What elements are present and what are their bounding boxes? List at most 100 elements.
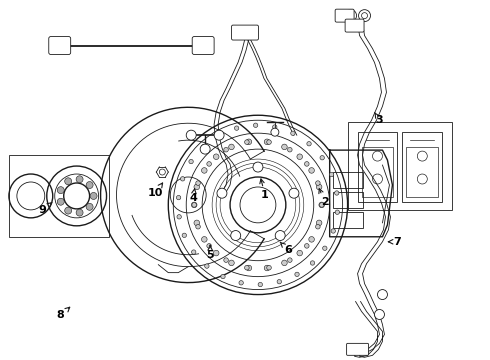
Circle shape bbox=[291, 131, 295, 135]
Circle shape bbox=[359, 10, 370, 22]
Circle shape bbox=[192, 250, 196, 254]
Text: 2: 2 bbox=[319, 189, 329, 207]
Text: 7: 7 bbox=[389, 237, 401, 247]
FancyBboxPatch shape bbox=[345, 19, 364, 32]
Circle shape bbox=[65, 178, 72, 185]
Circle shape bbox=[275, 230, 285, 240]
FancyBboxPatch shape bbox=[192, 37, 214, 54]
Circle shape bbox=[264, 139, 270, 145]
Text: 10: 10 bbox=[147, 183, 163, 198]
Bar bbox=[333, 172, 363, 188]
Circle shape bbox=[264, 265, 270, 271]
Circle shape bbox=[207, 162, 211, 166]
Circle shape bbox=[258, 282, 263, 287]
Circle shape bbox=[214, 250, 219, 256]
Circle shape bbox=[267, 140, 271, 144]
Circle shape bbox=[217, 188, 227, 198]
Circle shape bbox=[86, 181, 93, 189]
Bar bbox=[333, 192, 363, 208]
Bar bbox=[402, 132, 442, 202]
Circle shape bbox=[194, 220, 199, 226]
Circle shape bbox=[201, 237, 207, 242]
Circle shape bbox=[282, 144, 287, 150]
Text: 5: 5 bbox=[206, 245, 214, 260]
Bar bbox=[362, 147, 393, 197]
Circle shape bbox=[331, 229, 336, 233]
Circle shape bbox=[76, 176, 83, 183]
Circle shape bbox=[194, 184, 199, 190]
Circle shape bbox=[234, 126, 239, 130]
Circle shape bbox=[57, 186, 64, 194]
Circle shape bbox=[176, 195, 181, 200]
Circle shape bbox=[224, 258, 228, 262]
Circle shape bbox=[297, 250, 302, 256]
Circle shape bbox=[201, 145, 206, 149]
Circle shape bbox=[253, 123, 258, 127]
Circle shape bbox=[319, 203, 324, 207]
Circle shape bbox=[207, 244, 211, 248]
Bar bbox=[358, 132, 397, 202]
Circle shape bbox=[309, 168, 315, 173]
Circle shape bbox=[245, 140, 249, 144]
Circle shape bbox=[196, 181, 200, 185]
Text: 4: 4 bbox=[189, 189, 197, 203]
Circle shape bbox=[200, 144, 210, 154]
Circle shape bbox=[320, 156, 324, 160]
Circle shape bbox=[201, 168, 207, 173]
Circle shape bbox=[304, 244, 309, 248]
Circle shape bbox=[319, 202, 324, 208]
Circle shape bbox=[316, 181, 320, 185]
Circle shape bbox=[335, 191, 339, 195]
Circle shape bbox=[217, 133, 221, 138]
Circle shape bbox=[214, 154, 219, 159]
FancyBboxPatch shape bbox=[232, 25, 258, 40]
Circle shape bbox=[229, 260, 234, 266]
Bar bbox=[406, 147, 438, 197]
Text: 9: 9 bbox=[39, 203, 52, 215]
FancyBboxPatch shape bbox=[335, 9, 354, 22]
Circle shape bbox=[205, 264, 209, 268]
Circle shape bbox=[239, 280, 244, 285]
Circle shape bbox=[377, 289, 388, 300]
Circle shape bbox=[317, 184, 322, 190]
Circle shape bbox=[288, 258, 292, 262]
Circle shape bbox=[65, 207, 72, 214]
Circle shape bbox=[316, 224, 320, 229]
Circle shape bbox=[189, 159, 193, 164]
Circle shape bbox=[90, 193, 97, 199]
Circle shape bbox=[180, 177, 185, 181]
Circle shape bbox=[282, 260, 287, 266]
Circle shape bbox=[86, 203, 93, 210]
Circle shape bbox=[196, 224, 200, 229]
Circle shape bbox=[310, 261, 315, 265]
Circle shape bbox=[374, 310, 385, 319]
Circle shape bbox=[229, 144, 234, 150]
Circle shape bbox=[253, 162, 263, 172]
Bar bbox=[333, 212, 363, 228]
Circle shape bbox=[309, 237, 315, 242]
Text: 3: 3 bbox=[375, 112, 383, 125]
Circle shape bbox=[322, 246, 327, 251]
Bar bbox=[9, 155, 108, 237]
Circle shape bbox=[192, 203, 196, 207]
Circle shape bbox=[182, 233, 187, 238]
Circle shape bbox=[177, 215, 181, 219]
Circle shape bbox=[57, 198, 64, 205]
Circle shape bbox=[307, 141, 311, 146]
Circle shape bbox=[246, 139, 252, 145]
Circle shape bbox=[221, 274, 225, 279]
Circle shape bbox=[231, 230, 241, 240]
Circle shape bbox=[224, 147, 228, 152]
Circle shape bbox=[272, 125, 277, 129]
Bar bbox=[347, 122, 452, 210]
Circle shape bbox=[277, 279, 281, 284]
FancyBboxPatch shape bbox=[346, 343, 368, 355]
Circle shape bbox=[246, 265, 252, 271]
Circle shape bbox=[335, 210, 340, 215]
FancyBboxPatch shape bbox=[49, 37, 71, 54]
Circle shape bbox=[267, 265, 271, 270]
Circle shape bbox=[214, 130, 224, 140]
Text: 6: 6 bbox=[280, 242, 292, 255]
Circle shape bbox=[186, 130, 196, 140]
Circle shape bbox=[76, 209, 83, 216]
